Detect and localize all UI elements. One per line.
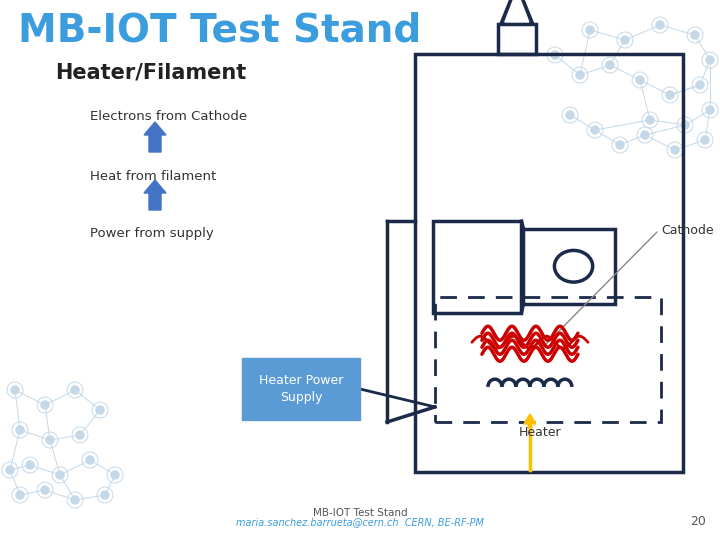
- Polygon shape: [505, 0, 528, 22]
- Bar: [498, 24, 536, 54]
- Circle shape: [586, 26, 594, 34]
- Text: MB-IOT Test Stand: MB-IOT Test Stand: [312, 508, 408, 518]
- Circle shape: [701, 136, 709, 144]
- Circle shape: [101, 491, 109, 499]
- Circle shape: [71, 386, 79, 394]
- Circle shape: [71, 496, 79, 504]
- FancyArrow shape: [144, 122, 166, 152]
- Circle shape: [636, 76, 644, 84]
- Circle shape: [576, 71, 584, 79]
- Circle shape: [26, 461, 34, 469]
- Circle shape: [41, 401, 49, 409]
- Circle shape: [41, 486, 49, 494]
- Text: Heater/Filament: Heater/Filament: [55, 62, 246, 82]
- Circle shape: [706, 106, 714, 114]
- Bar: [435, 296, 661, 422]
- Circle shape: [96, 406, 104, 414]
- Bar: [242, 358, 360, 420]
- Circle shape: [6, 466, 14, 474]
- Circle shape: [641, 131, 649, 139]
- Text: Heater Power
Supply: Heater Power Supply: [258, 374, 343, 404]
- Bar: [415, 54, 683, 472]
- Text: MB-IOT Test Stand: MB-IOT Test Stand: [18, 12, 421, 50]
- Circle shape: [616, 141, 624, 149]
- Circle shape: [646, 116, 654, 124]
- Circle shape: [606, 61, 614, 69]
- Circle shape: [16, 426, 24, 434]
- Circle shape: [46, 436, 54, 444]
- Bar: [433, 221, 521, 313]
- Circle shape: [666, 91, 674, 99]
- Circle shape: [16, 491, 24, 499]
- Circle shape: [691, 31, 699, 39]
- Circle shape: [56, 471, 64, 479]
- Circle shape: [551, 51, 559, 59]
- Circle shape: [566, 111, 574, 119]
- Circle shape: [11, 386, 19, 394]
- Text: 20: 20: [690, 515, 706, 528]
- Circle shape: [696, 81, 704, 89]
- Text: Electrons from Cathode: Electrons from Cathode: [90, 110, 247, 123]
- Text: Power from supply: Power from supply: [90, 227, 214, 240]
- Bar: [523, 228, 615, 304]
- Text: Heat from filament: Heat from filament: [90, 170, 216, 183]
- Circle shape: [681, 121, 689, 129]
- Polygon shape: [500, 0, 534, 24]
- Circle shape: [76, 431, 84, 439]
- Text: Cathode: Cathode: [662, 224, 714, 237]
- Circle shape: [621, 36, 629, 44]
- FancyArrow shape: [144, 180, 166, 210]
- Circle shape: [706, 56, 714, 64]
- Circle shape: [671, 146, 679, 154]
- Text: Heater: Heater: [518, 426, 561, 439]
- Circle shape: [591, 126, 599, 134]
- Circle shape: [656, 21, 664, 29]
- Circle shape: [86, 456, 94, 464]
- FancyArrow shape: [524, 414, 536, 428]
- Text: maria.sanchez.barrueta@cern.ch  CERN, BE-RF-PM: maria.sanchez.barrueta@cern.ch CERN, BE-…: [236, 517, 484, 527]
- Circle shape: [111, 471, 119, 479]
